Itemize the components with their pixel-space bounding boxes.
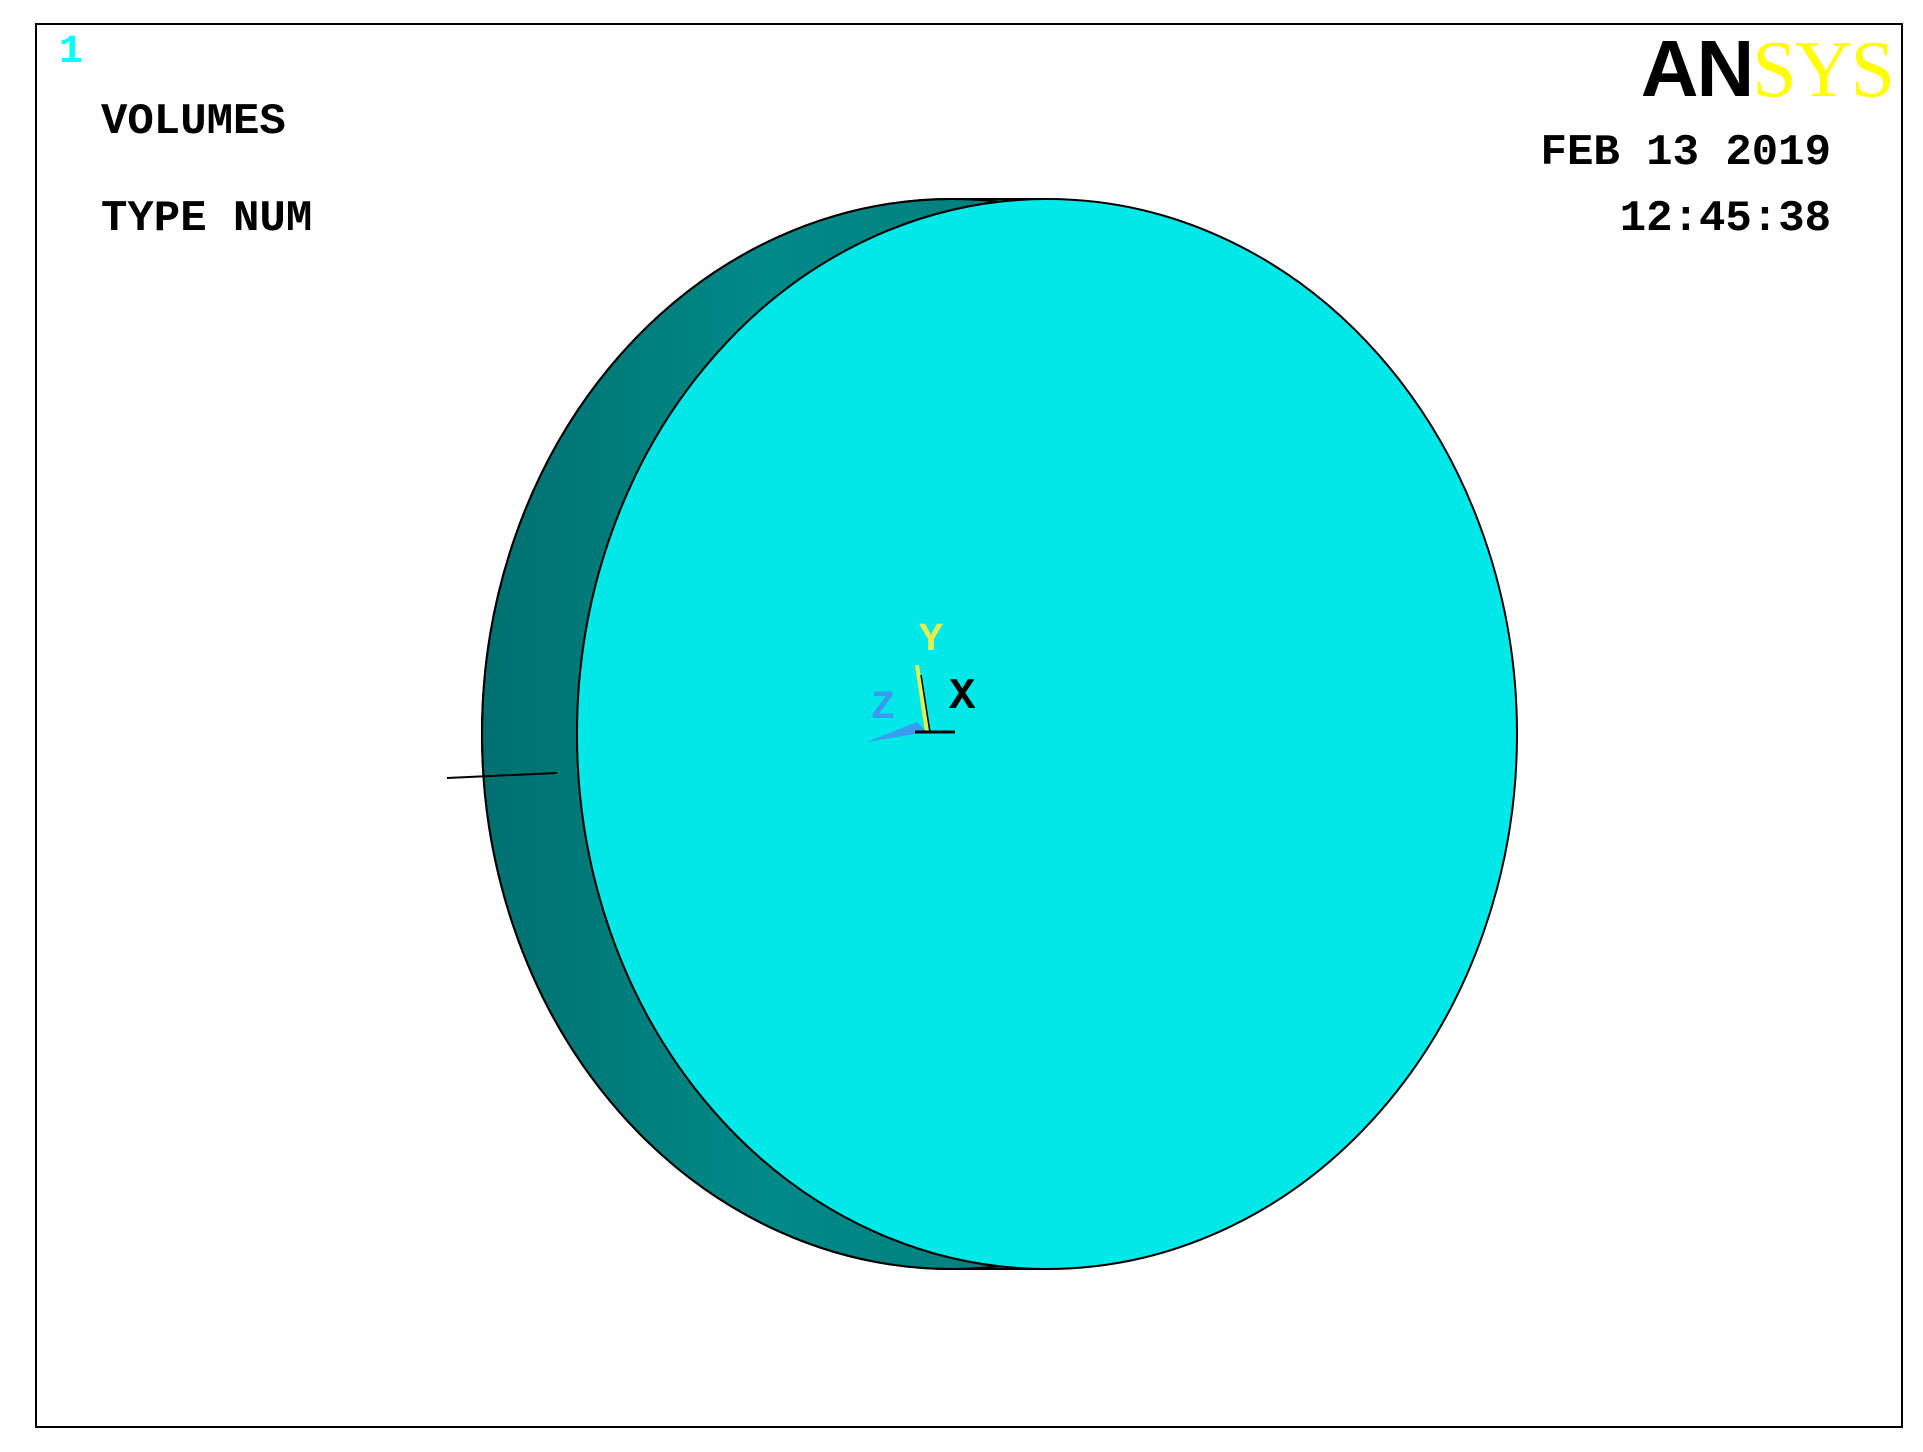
coordinate-triad: Y Z X — [867, 618, 976, 742]
ansys-logo: ANSYS — [1641, 29, 1895, 111]
ansys-logo-part2: SYS — [1752, 26, 1895, 114]
triad-y-label: Y — [919, 618, 943, 663]
triad-z-label: Z — [871, 686, 895, 731]
volume-model-display[interactable]: Y Z X — [37, 25, 1901, 1426]
plot-date: FEB 13 2019 — [1540, 128, 1831, 178]
graphics-viewport[interactable]: Y Z X 1 VOLUMES TYPE NUM ANSYS FEB 13 20… — [35, 23, 1903, 1428]
triad-z-axis — [867, 722, 927, 742]
triad-y-axis-shadow — [920, 674, 931, 733]
window-number: 1 — [59, 30, 84, 75]
ansys-logo-part1: AN — [1640, 24, 1755, 113]
cylinder-front-face — [576, 198, 1518, 1270]
plot-time: 12:45:38 — [1619, 194, 1831, 244]
triad-y-axis — [915, 664, 929, 733]
side-seam-line — [446, 772, 558, 779]
numbering-mode-label: TYPE NUM — [101, 194, 313, 244]
triad-x-label: X — [949, 672, 976, 722]
plot-type-label: VOLUMES — [101, 97, 286, 147]
